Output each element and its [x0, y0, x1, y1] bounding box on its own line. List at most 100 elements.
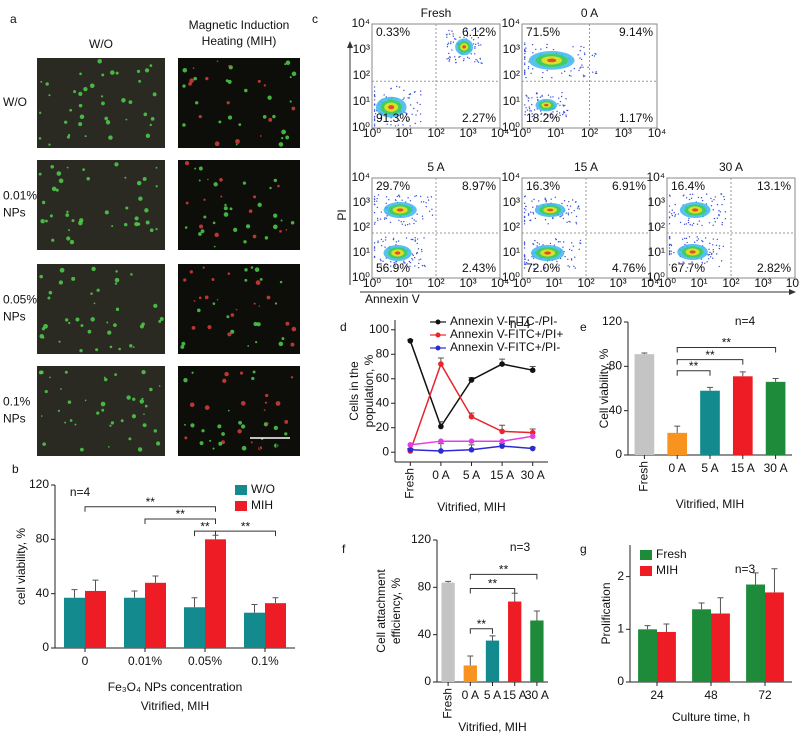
cell: [207, 325, 212, 330]
event-dot: [373, 90, 376, 92]
event-dot: [668, 252, 671, 254]
cell: [290, 221, 295, 225]
flow-tick: 10⁴: [786, 276, 800, 290]
event-dot: [566, 221, 568, 223]
event-dot: [458, 56, 460, 58]
event-dot: [685, 197, 688, 199]
event-dot: [524, 62, 526, 64]
cell: [242, 181, 247, 185]
cell: [39, 370, 44, 375]
density: [689, 250, 696, 254]
x-tick-label: 15 A: [731, 461, 755, 475]
event-dot: [709, 256, 712, 258]
y-tick-label: 0: [617, 674, 624, 688]
event-dot: [447, 42, 450, 44]
cell: [281, 137, 284, 140]
cell: [66, 210, 69, 214]
event-dot: [411, 217, 413, 220]
cell: [40, 415, 43, 417]
event-dot: [384, 239, 387, 241]
cell: [227, 115, 233, 120]
cell: [59, 267, 65, 273]
x-axis-label: Culture time, h: [672, 710, 750, 724]
event-dot: [688, 198, 691, 201]
flow-tick: 10⁰: [647, 270, 665, 284]
event-dot: [466, 56, 469, 58]
cell: [111, 225, 114, 228]
event-dot: [409, 265, 411, 268]
cell: [125, 206, 129, 210]
event-dot: [670, 250, 672, 252]
event-dot: [453, 56, 456, 58]
event-dot: [593, 55, 596, 57]
y-tick-label: 80: [376, 346, 390, 360]
event-dot: [557, 103, 559, 105]
event-dot: [462, 59, 465, 62]
cell: [235, 143, 238, 146]
event-dot: [576, 207, 579, 209]
bar: [463, 665, 477, 682]
event-dot: [687, 219, 690, 222]
error-bar: [445, 580, 452, 583]
error-bar: [663, 623, 670, 632]
flow-tick: 10⁴: [491, 276, 510, 290]
event-dot: [450, 42, 452, 45]
cell: [184, 226, 188, 229]
cell: [142, 177, 147, 181]
row-label: NPs: [3, 206, 26, 220]
x-axis-label: Vitrified, MIH: [458, 720, 526, 734]
cell: [145, 133, 151, 139]
cell: [114, 282, 118, 285]
event-dot: [674, 215, 676, 217]
event-dot: [421, 264, 424, 267]
x-tick-label: 24: [650, 688, 664, 702]
event-dot: [559, 100, 562, 103]
cell: [38, 137, 42, 140]
event-dot: [550, 198, 552, 200]
event-dot: [374, 112, 377, 115]
event-dot: [559, 104, 561, 107]
cell: [78, 220, 83, 226]
cell: [51, 238, 55, 242]
event-dot: [431, 214, 434, 216]
cell: [200, 229, 205, 234]
event-dot: [524, 58, 526, 61]
cell: [143, 413, 145, 415]
event-dot: [692, 222, 695, 225]
event-dot: [568, 220, 570, 223]
cell: [289, 76, 292, 79]
flow-tick: 10³: [459, 126, 476, 140]
event-dot: [571, 242, 573, 244]
cell: [149, 123, 152, 127]
event-dot: [533, 198, 535, 201]
flow-tick: 10²: [427, 126, 444, 140]
event-dot: [563, 200, 566, 202]
flow-tick: 10⁴: [641, 276, 660, 290]
event-dot: [536, 241, 539, 244]
event-dot: [670, 253, 673, 255]
event-dot: [575, 215, 578, 218]
event-dot: [527, 213, 530, 215]
event-dot: [718, 247, 721, 250]
cell: [101, 73, 105, 77]
y-axis-label: efficiency, %: [389, 578, 403, 645]
event-dot: [383, 94, 385, 96]
event-dot: [423, 264, 426, 267]
cell: [290, 342, 295, 347]
event-dot: [670, 244, 673, 247]
legend-label: Fresh: [656, 547, 687, 561]
flow-tick: 10⁴: [351, 170, 370, 184]
event-dot: [410, 238, 412, 241]
cell: [268, 117, 273, 122]
event-dot: [446, 45, 449, 48]
event-dot: [565, 98, 567, 100]
cell: [48, 94, 51, 97]
event-dot: [423, 237, 425, 239]
error-bar: [212, 534, 219, 540]
event-dot: [532, 263, 535, 265]
cell: [192, 67, 195, 69]
event-dot: [373, 198, 376, 200]
event-dot: [480, 44, 482, 46]
event-dot: [584, 53, 586, 56]
